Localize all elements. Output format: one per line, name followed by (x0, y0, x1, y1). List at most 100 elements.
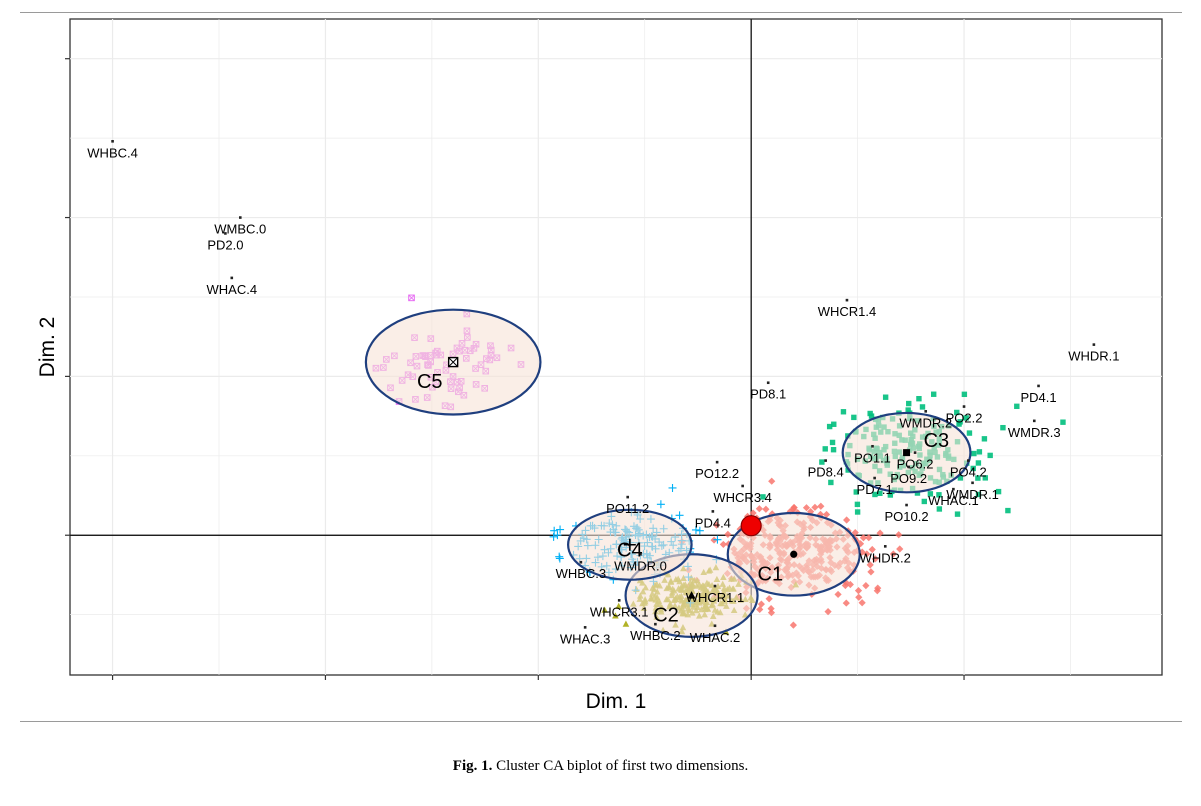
label-whcr1-4-marker (845, 298, 849, 302)
label-wmbc-0-marker (238, 216, 242, 219)
cluster-labels: C1 C2 C3 C4 C5 (417, 371, 949, 626)
point-c3 (966, 430, 973, 436)
label-whac-2-marker (713, 624, 717, 628)
point-c2 (601, 606, 608, 613)
point-c3 (936, 506, 943, 512)
point-c3 (760, 494, 766, 500)
center-c4 (623, 538, 636, 551)
point-c1 (762, 505, 770, 513)
point-c3 (975, 475, 981, 481)
label-po6-2-marker (913, 451, 917, 454)
point-c1 (724, 530, 732, 538)
point-c3 (971, 450, 977, 457)
point-c3 (981, 436, 988, 442)
point-c4 (691, 525, 700, 534)
point-c1 (789, 621, 797, 629)
label-po9-2-marker (907, 465, 910, 469)
point-c3 (882, 394, 889, 400)
label-whac-1-marker (952, 487, 955, 491)
label-whac-3-marker (583, 626, 587, 629)
label-pd2-0: PD2.0 (207, 237, 243, 252)
label-pd8-1: PD8.1 (750, 387, 786, 402)
point-c3 (1000, 424, 1006, 431)
label-whdr-1: WHDR.1 (1068, 349, 1119, 364)
label-po2-2-marker (962, 405, 966, 408)
point-c1 (712, 521, 721, 529)
figure-frame (20, 12, 1182, 722)
cluster-label-c5: C5 (417, 371, 443, 393)
point-c1 (846, 580, 854, 589)
label-whbc-4-marker (111, 140, 114, 143)
label-po1-1: PO1.1 (854, 450, 891, 465)
point-c1 (767, 605, 775, 613)
label-po4-2: PO4.2 (950, 465, 987, 480)
label-whdr-2: WHDR.2 (860, 550, 911, 565)
label-whac-4: WHAC.4 (206, 282, 257, 297)
point-c4 (556, 525, 565, 534)
point-c3 (829, 439, 836, 446)
point-c3 (982, 475, 988, 481)
cluster-label-c1: C1 (758, 563, 784, 585)
center-c5-cross (448, 357, 459, 367)
label-whac-2: WHAC.2 (690, 630, 741, 645)
point-c1 (755, 505, 763, 513)
label-pd4-1-marker (1037, 384, 1040, 388)
point-c1 (842, 578, 850, 586)
center-c1 (790, 550, 798, 558)
point-c3 (927, 491, 934, 497)
figure-caption: Fig. 1. Cluster CA biplot of first two d… (0, 758, 1201, 775)
point-c1 (757, 600, 765, 608)
point-c3 (854, 501, 861, 508)
center-c3 (903, 449, 911, 457)
label-whbc-2: WHBC.2 (630, 628, 681, 643)
point-c1 (874, 584, 882, 592)
origin-marker (740, 515, 762, 537)
label-wmdr-1: WMDR.1 (946, 487, 999, 502)
point-c2 (612, 612, 619, 619)
point-c3 (916, 395, 922, 402)
label-pd4-1: PD4.1 (1020, 390, 1056, 405)
label-whcr1-1-marker (713, 584, 717, 588)
point-c3 (840, 409, 847, 415)
label-po1-1-marker (871, 444, 874, 448)
axis-ticks (65, 58, 965, 680)
point-c1 (807, 508, 815, 516)
point-c3 (819, 459, 825, 465)
point-c3 (906, 400, 912, 407)
point-c3 (872, 491, 878, 498)
point-c5-cross (408, 294, 415, 301)
point-c3 (877, 490, 883, 496)
label-whac-3: WHAC.3 (560, 631, 611, 646)
label-whbc-2-marker (654, 622, 657, 626)
point-c3 (1005, 507, 1011, 514)
point-c1 (790, 503, 798, 512)
label-whbc-3: WHBC.3 (556, 566, 607, 581)
label-whac-1: WHAC.1 (928, 493, 979, 508)
label-pd7-1-marker (873, 476, 876, 480)
point-c1 (843, 516, 851, 524)
cluster-label-c4: C4 (617, 540, 643, 562)
point-c5 (408, 294, 415, 302)
label-po9-2: PO9.2 (890, 471, 927, 486)
point-c2 (622, 620, 630, 627)
point-c1 (865, 534, 873, 542)
point-c3 (831, 421, 837, 427)
point-c3 (987, 452, 993, 459)
point-c4 (553, 531, 562, 540)
point-c2 (615, 602, 622, 609)
point-c3 (868, 413, 875, 419)
label-pd8-1-marker (766, 381, 770, 385)
label-po11-2: PO11.2 (606, 501, 649, 516)
label-wmdr-0: WMDR.0 (614, 558, 667, 573)
point-c3 (970, 465, 976, 472)
point-c1 (768, 510, 776, 518)
point-c1 (871, 555, 879, 563)
cluster-centers (447, 356, 911, 599)
cluster-label-c2: C2 (653, 605, 679, 627)
point-c3 (975, 460, 982, 466)
point-c3 (853, 489, 859, 495)
label-po10-2: PO10.2 (885, 509, 929, 524)
point-c1 (802, 504, 811, 512)
point-c4 (656, 500, 665, 509)
point-c1 (811, 503, 819, 511)
